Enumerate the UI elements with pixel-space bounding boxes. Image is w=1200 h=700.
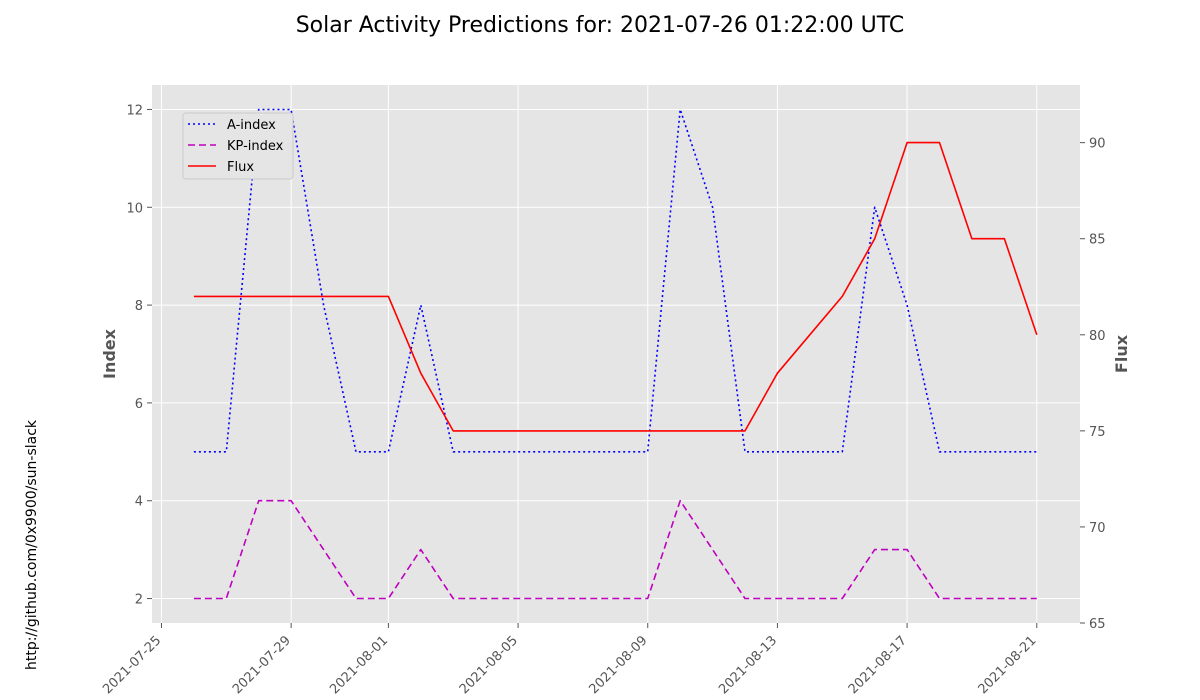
- x-tick-label: 2021-08-01: [327, 633, 391, 697]
- x-tick-label: 2021-07-25: [100, 633, 164, 697]
- y-right-tick-label: 65: [1089, 617, 1106, 632]
- chart-title: Solar Activity Predictions for: 2021-07-…: [296, 13, 905, 38]
- x-tick-label: 2021-08-17: [846, 633, 910, 697]
- legend-box: [182, 112, 294, 180]
- x-tick-label: 2021-08-13: [716, 633, 780, 697]
- y-right-tick-label: 90: [1089, 137, 1106, 152]
- y-right-tick-label: 85: [1089, 233, 1106, 248]
- grid-lines: [152, 85, 1080, 623]
- y-right-tick-label: 75: [1089, 425, 1106, 440]
- y-right-tick-label: 80: [1089, 329, 1106, 344]
- series-line-kp-index: [193, 499, 1037, 600]
- x-tick-label: 2021-08-05: [457, 633, 521, 697]
- y-left-tick-label: 10: [126, 201, 143, 216]
- y-axis-right: 65 70 75 80 85 90: [1080, 137, 1106, 632]
- source-url-text: http://github.com/0x9900/sun-slack: [24, 419, 40, 670]
- legend-label: Flux: [227, 160, 254, 175]
- x-tick-label: 2021-07-29: [230, 633, 294, 697]
- y-right-tick-label: 70: [1089, 521, 1106, 536]
- y-left-tick-label: 12: [126, 103, 143, 118]
- series-line-a-index: [193, 108, 1037, 453]
- x-tick-label: 2021-08-21: [976, 633, 1040, 697]
- series-layer: [193, 108, 1038, 600]
- y-axis-left-label: Index: [100, 328, 119, 379]
- legend-label: A-index: [227, 118, 276, 133]
- y-left-tick-label: 6: [135, 397, 143, 412]
- y-left-tick-label: 2: [135, 593, 143, 608]
- series-line-flux: [193, 141, 1038, 432]
- y-axis-right-label: Flux: [1112, 334, 1131, 373]
- legend-label: KP-index: [227, 139, 284, 154]
- x-axis: 2021-07-25 2021-07-29 2021-08-01 2021-08-05…: [100, 623, 1040, 697]
- x-tick-label: 2021-08-09: [587, 633, 651, 697]
- y-left-tick-label: 4: [135, 495, 143, 510]
- y-left-tick-label: 8: [135, 299, 143, 314]
- plot-area: [152, 85, 1080, 623]
- y-axis-left: 2 4 6 8 10 12: [126, 103, 152, 608]
- legend: A-index KP-index Flux: [182, 112, 294, 180]
